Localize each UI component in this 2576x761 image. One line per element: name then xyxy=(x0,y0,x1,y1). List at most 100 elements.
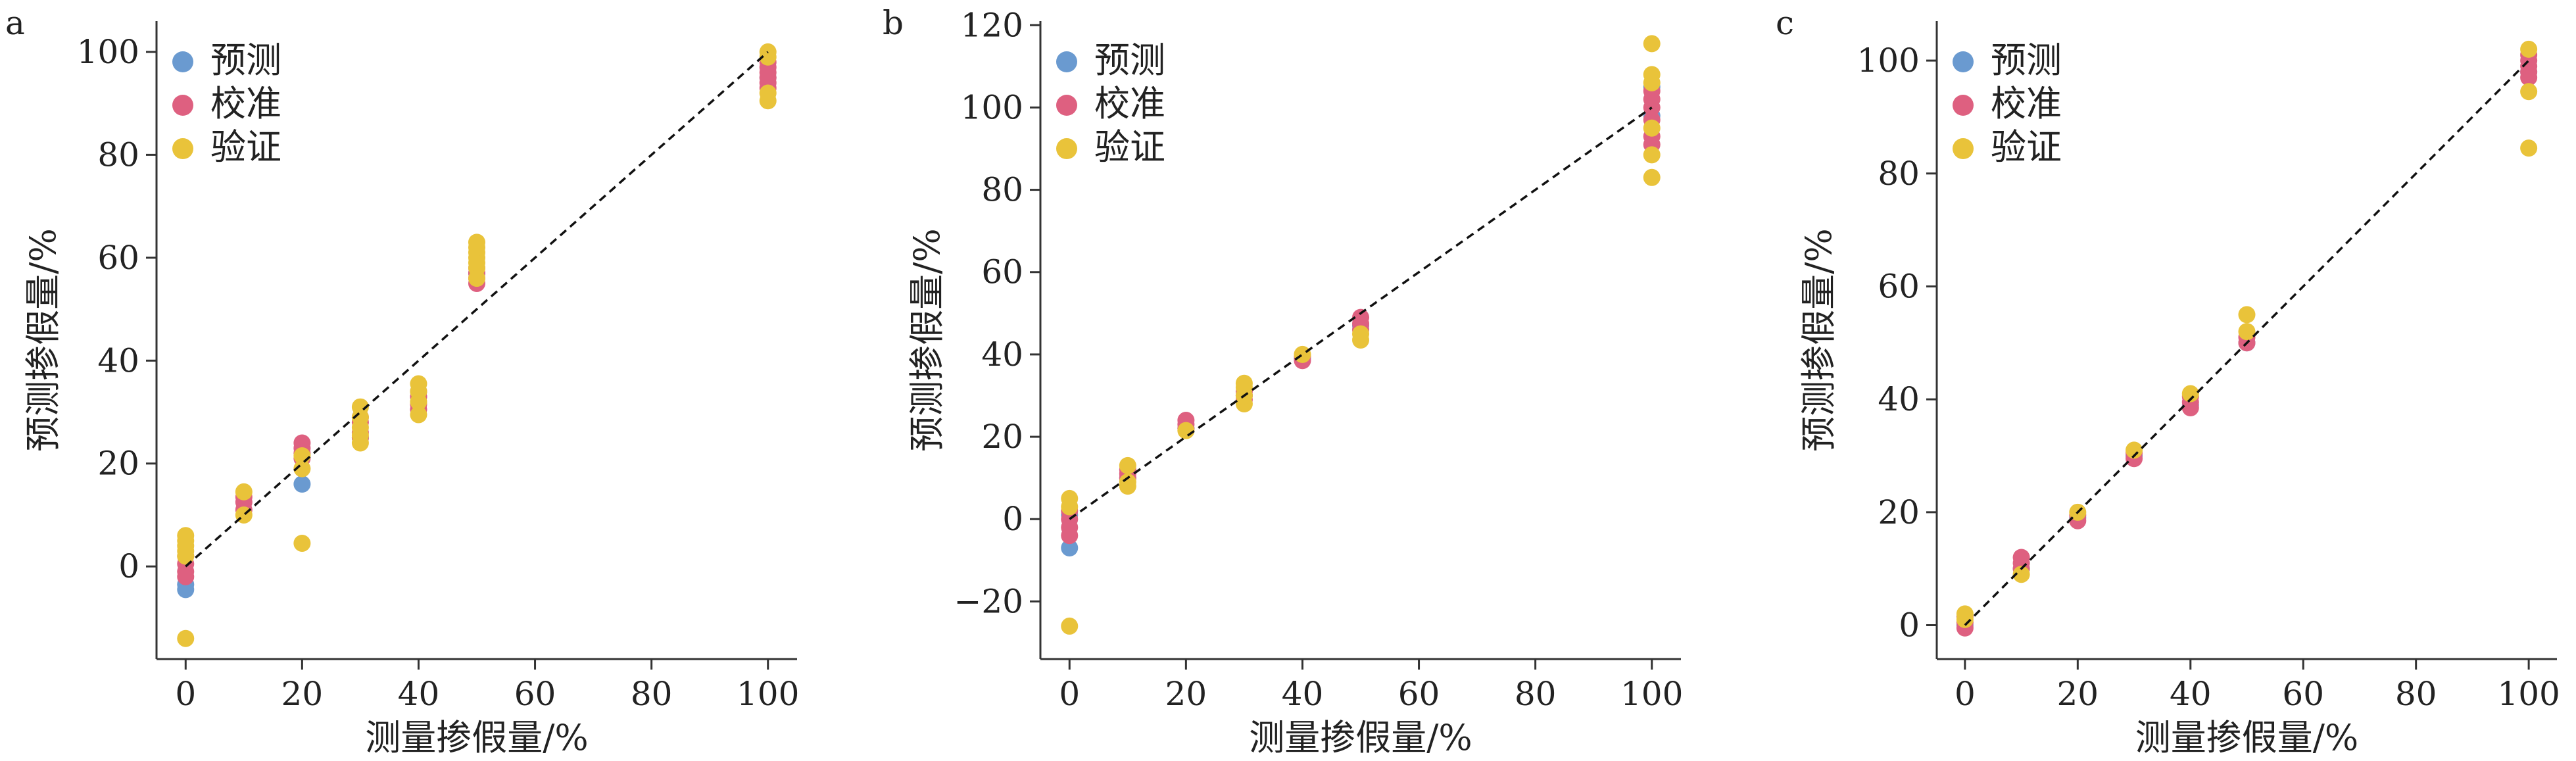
point-validation xyxy=(1956,605,1974,623)
y-tick-label: 80 xyxy=(981,171,1023,209)
point-validation xyxy=(1235,374,1253,392)
y-tick-label: 40 xyxy=(1878,380,1920,418)
point-validation xyxy=(235,483,253,501)
y-tick-label: 40 xyxy=(97,341,139,380)
y-tick-label: 60 xyxy=(97,239,139,277)
y-tick-label: 80 xyxy=(97,135,139,174)
point-calibration xyxy=(1352,308,1369,326)
point-validation xyxy=(2520,139,2538,157)
y-tick-label: 20 xyxy=(97,445,139,483)
y-tick-label: 0 xyxy=(118,547,139,585)
x-tick-label: 60 xyxy=(2282,675,2324,713)
point-validation xyxy=(293,447,311,465)
y-tick-label: 0 xyxy=(1899,606,1920,644)
point-prediction xyxy=(293,476,311,493)
legend-label: 校准 xyxy=(210,83,281,124)
x-tick-label: 20 xyxy=(281,675,324,713)
point-validation xyxy=(1061,617,1079,635)
x-tick-label: 0 xyxy=(175,675,196,713)
x-axis-title: 测量掺假量/% xyxy=(1249,717,1472,758)
point-validation xyxy=(2012,566,2030,583)
point-validation xyxy=(1643,119,1661,137)
y-tick-label: −20 xyxy=(954,582,1023,620)
legend-marker xyxy=(172,138,193,159)
x-tick-label: 60 xyxy=(1398,675,1440,713)
legend-label: 验证 xyxy=(1991,126,2062,168)
point-validation xyxy=(293,534,311,552)
x-tick-label: 80 xyxy=(1515,675,1557,713)
point-validation xyxy=(1177,422,1195,439)
x-tick-label: 100 xyxy=(737,675,799,713)
x-axis-title: 测量掺假量/% xyxy=(2135,717,2359,758)
legend-marker xyxy=(1953,51,1974,72)
point-validation xyxy=(1352,325,1369,343)
legend-label: 验证 xyxy=(1094,126,1165,168)
legend-label: 验证 xyxy=(210,126,281,168)
y-tick-label: 0 xyxy=(1002,500,1023,538)
x-tick-label: 80 xyxy=(2395,675,2437,713)
y-axis-title: 预测掺假量/% xyxy=(22,228,64,452)
point-validation xyxy=(1643,66,1661,84)
legend-marker xyxy=(1953,138,1974,159)
point-validation xyxy=(1061,489,1079,507)
point-validation xyxy=(410,375,427,393)
point-validation xyxy=(2126,441,2143,459)
legend-marker xyxy=(172,51,193,72)
x-tick-label: 0 xyxy=(1059,675,1080,713)
y-tick-label: 100 xyxy=(961,88,1023,126)
y-tick-label: 100 xyxy=(77,33,139,71)
y-tick-label: 20 xyxy=(981,418,1023,456)
legend-marker xyxy=(1056,138,1077,159)
point-validation xyxy=(177,527,195,545)
x-tick-label: 80 xyxy=(631,675,673,713)
legend-marker xyxy=(1056,95,1077,116)
point-validation xyxy=(351,398,369,416)
x-tick-label: 100 xyxy=(1620,675,1683,713)
point-validation xyxy=(1643,146,1661,164)
point-validation xyxy=(177,629,195,647)
y-axis-title: 预测掺假量/% xyxy=(906,228,948,452)
x-tick-label: 0 xyxy=(1955,675,1976,713)
legend-marker xyxy=(1953,95,1974,116)
panel-letter: b xyxy=(883,4,904,42)
point-validation xyxy=(1643,168,1661,186)
y-axis-title: 预测掺假量/% xyxy=(1798,228,1839,452)
legend-label: 校准 xyxy=(1991,83,2062,124)
x-axis-title: 测量掺假量/% xyxy=(365,717,589,758)
legend-label: 预测 xyxy=(1094,39,1165,81)
y-tick-label: 80 xyxy=(1878,155,1920,193)
x-tick-label: 60 xyxy=(514,675,556,713)
y-tick-label: 60 xyxy=(1878,267,1920,305)
legend-marker xyxy=(1056,51,1077,72)
legend-label: 校准 xyxy=(1094,83,1165,124)
point-validation xyxy=(1119,456,1136,474)
point-validation xyxy=(1643,35,1661,53)
panel-a: a 0 20 40 60 80 100 0 20 40 60 80 100 测量掺假量/% 预测掺假量/% 预… xyxy=(5,4,799,758)
y-tick-label: 40 xyxy=(981,335,1023,374)
reference-line xyxy=(1964,59,2530,626)
y-tick-label: 120 xyxy=(961,6,1023,44)
reference-line xyxy=(185,51,769,568)
point-calibration xyxy=(2012,549,2030,566)
point-prediction xyxy=(1061,539,1079,557)
point-validation xyxy=(468,233,485,251)
x-tick-label: 20 xyxy=(1165,675,1207,713)
x-tick-label: 40 xyxy=(398,675,440,713)
legend-label: 预测 xyxy=(1991,39,2062,81)
x-tick-label: 40 xyxy=(1282,675,1324,713)
panel-c: c 0 20 40 60 80 100 0 20 40 60 80 100 测量掺假量/% 预测掺假量/% 预… xyxy=(1776,4,2560,758)
x-tick-label: 40 xyxy=(2170,675,2212,713)
reference-line xyxy=(1069,106,1653,520)
x-tick-label: 100 xyxy=(2497,675,2560,713)
point-calibration xyxy=(293,434,311,452)
point-validation xyxy=(410,406,427,424)
y-tick-label: 100 xyxy=(1857,41,1920,80)
y-tick-label: 20 xyxy=(1878,493,1920,531)
legend-label: 预测 xyxy=(210,39,281,81)
legend-marker xyxy=(172,95,193,116)
panel-letter: c xyxy=(1776,4,1794,42)
point-validation xyxy=(1119,473,1136,491)
point-validation xyxy=(2238,323,2256,341)
point-validation xyxy=(759,84,777,102)
